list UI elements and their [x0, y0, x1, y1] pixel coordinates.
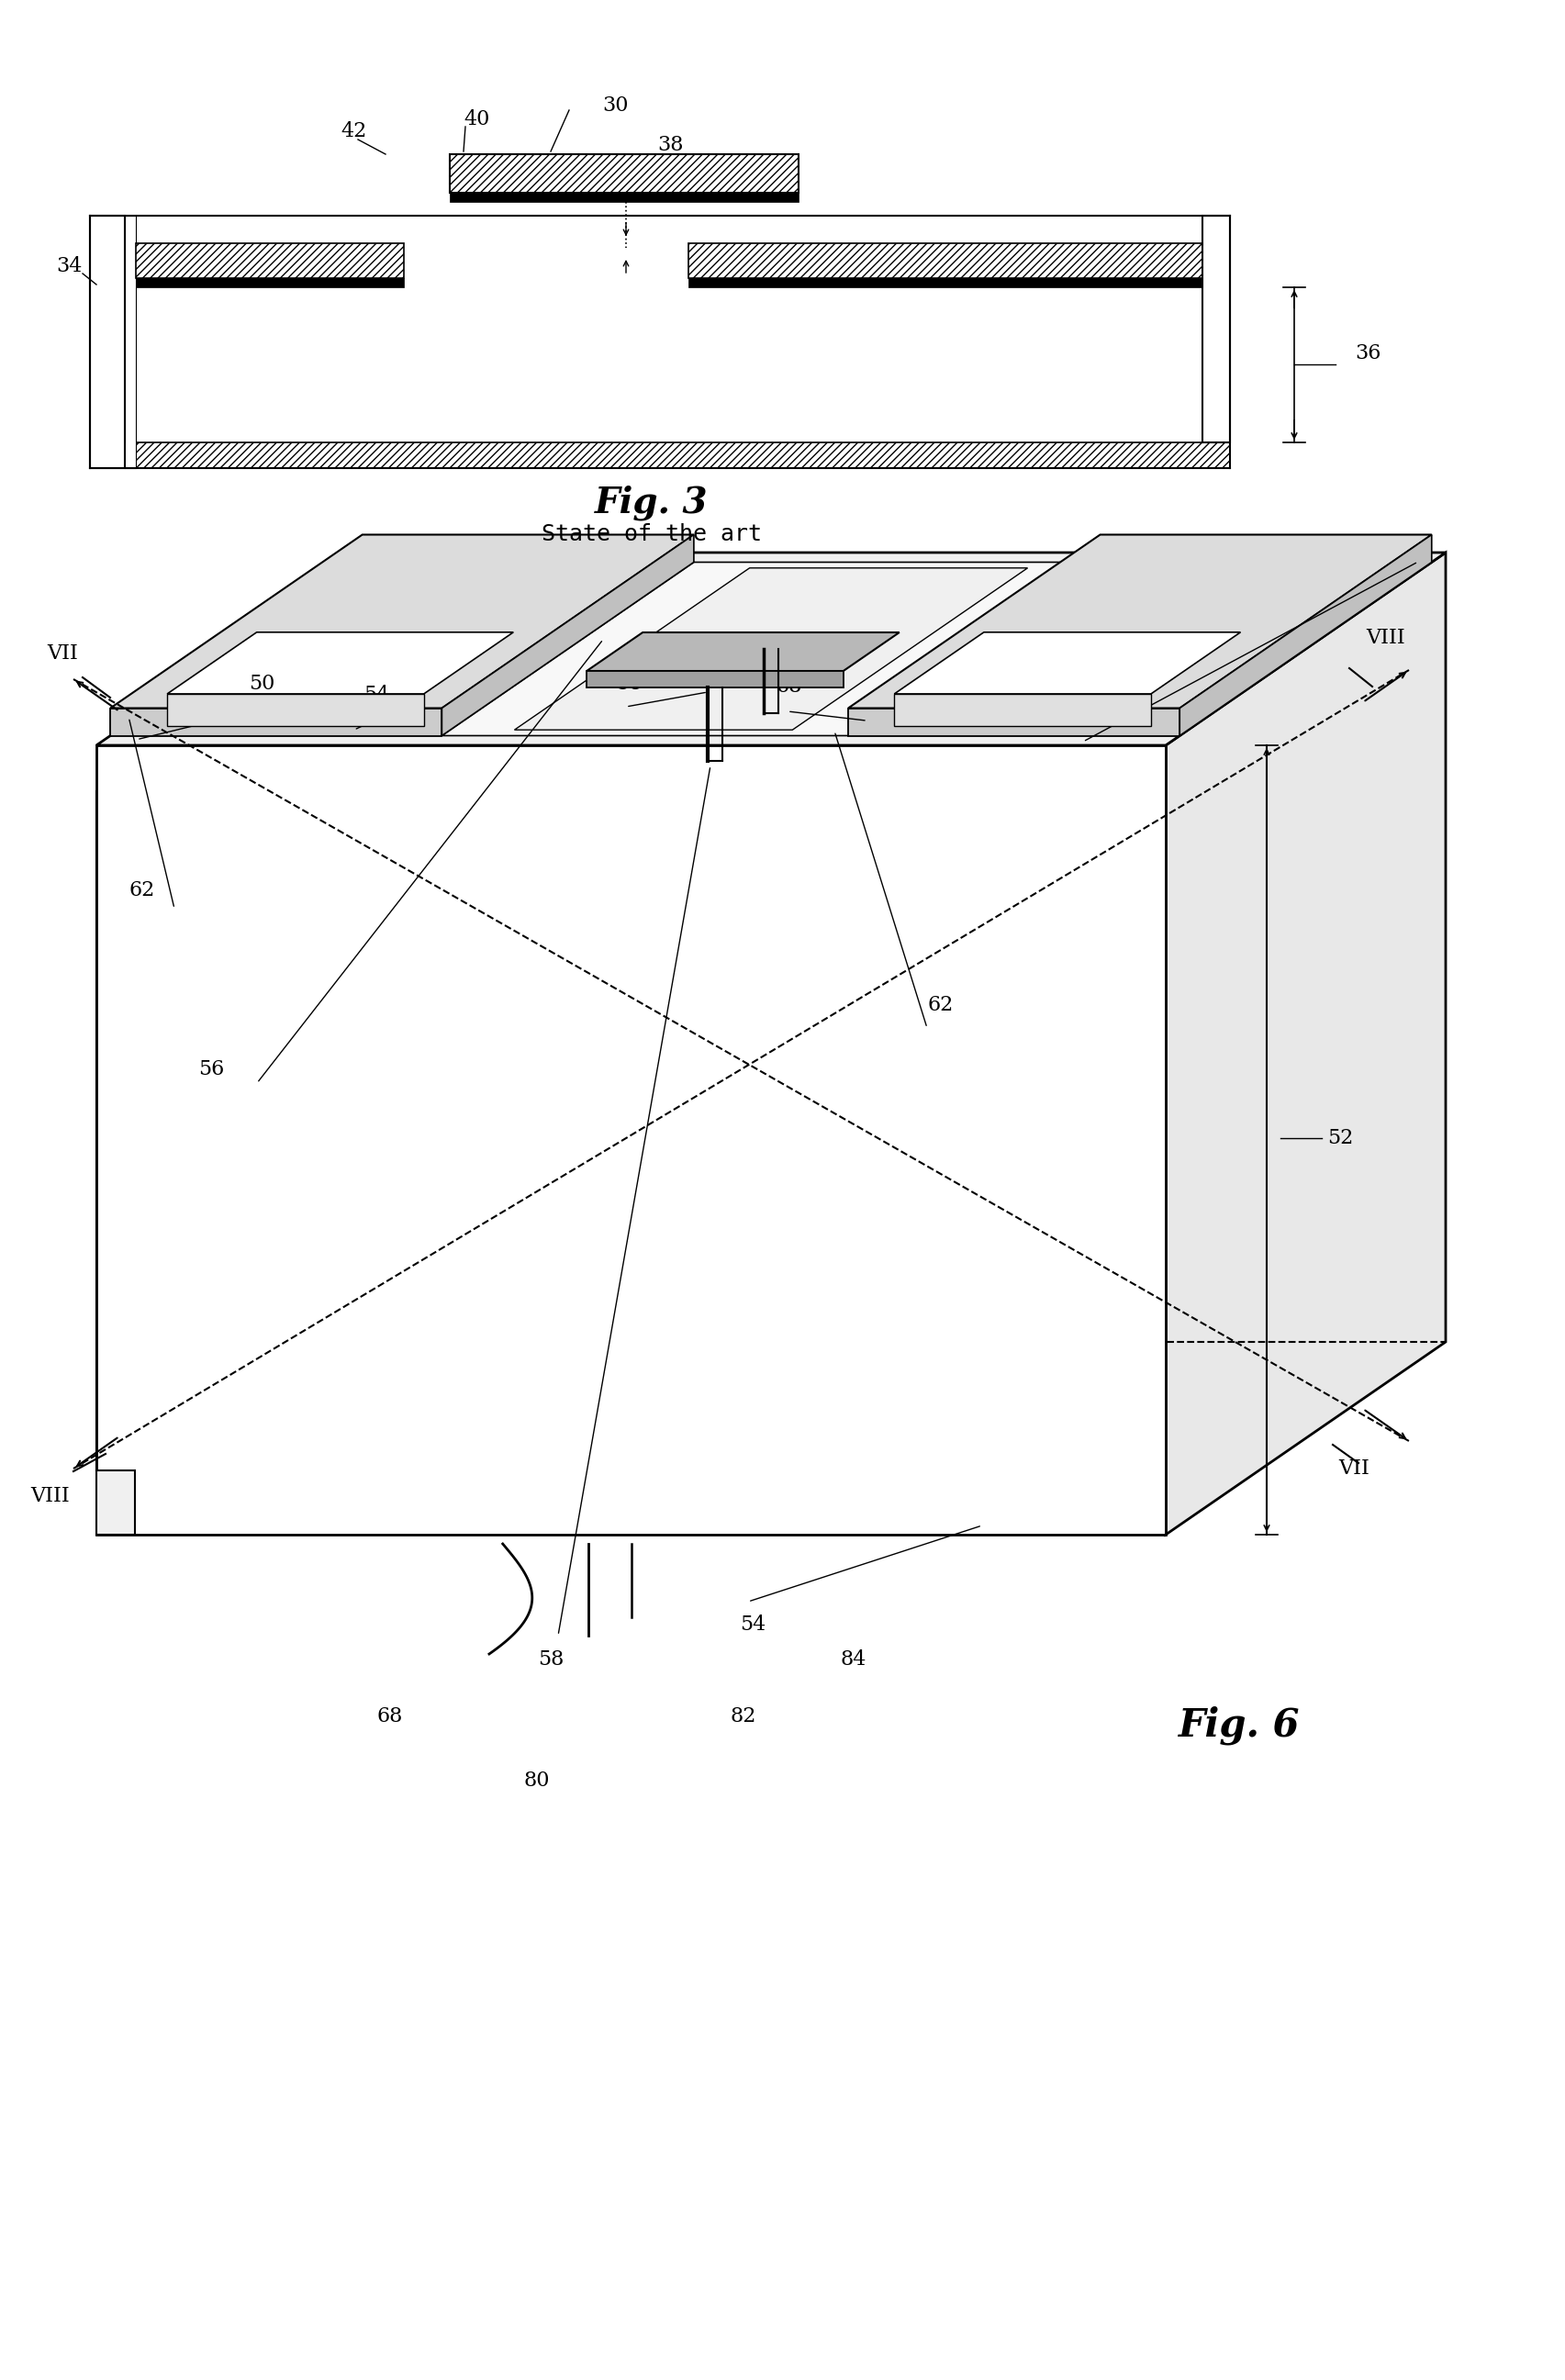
Polygon shape	[97, 1471, 135, 1535]
Polygon shape	[587, 671, 844, 688]
Text: State of the art: State of the art	[541, 524, 762, 545]
Polygon shape	[97, 745, 1166, 1535]
Text: 34: 34	[56, 257, 81, 276]
Text: 56: 56	[199, 1059, 224, 1081]
Text: 52: 52	[1327, 1128, 1354, 1147]
Bar	[116, 443, 1230, 469]
Text: 36: 36	[1355, 343, 1380, 364]
Polygon shape	[1166, 552, 1446, 1535]
Text: 50: 50	[249, 674, 274, 695]
Polygon shape	[441, 536, 693, 735]
Text: 68: 68	[377, 1706, 404, 1725]
Bar	[136, 278, 404, 288]
Text: VIII: VIII	[1366, 628, 1405, 647]
Polygon shape	[441, 562, 1100, 735]
Polygon shape	[848, 536, 1432, 709]
Text: 62: 62	[130, 881, 155, 900]
Bar	[449, 193, 798, 202]
Bar	[689, 278, 1202, 288]
Polygon shape	[848, 709, 1180, 735]
Text: 30: 30	[603, 95, 628, 117]
Bar	[449, 155, 798, 193]
Polygon shape	[515, 569, 1028, 731]
Polygon shape	[167, 695, 424, 726]
Text: 40: 40	[465, 109, 490, 129]
Text: Fig. 3: Fig. 3	[595, 486, 709, 521]
Text: 68: 68	[776, 676, 803, 697]
Bar	[89, 217, 125, 469]
Bar	[136, 243, 404, 278]
Text: VII: VII	[1338, 1459, 1369, 1478]
Text: 80: 80	[524, 1771, 549, 1790]
Text: 62: 62	[928, 995, 953, 1016]
Text: 58: 58	[615, 674, 642, 695]
Text: 54: 54	[363, 685, 390, 704]
Bar	[125, 217, 136, 469]
Text: Fig. 6: Fig. 6	[1178, 1706, 1301, 1745]
Text: 42: 42	[341, 121, 366, 140]
Text: 60: 60	[1075, 707, 1100, 726]
Polygon shape	[894, 695, 1150, 726]
Text: 38: 38	[657, 136, 684, 155]
Polygon shape	[167, 633, 513, 695]
Text: 84: 84	[840, 1649, 867, 1671]
Bar	[689, 243, 1202, 278]
Text: 58: 58	[538, 1649, 563, 1671]
Polygon shape	[1180, 536, 1432, 735]
Text: VII: VII	[47, 643, 78, 664]
Polygon shape	[587, 633, 900, 671]
Text: 82: 82	[731, 1706, 756, 1725]
Text: VIII: VIII	[31, 1485, 70, 1507]
Polygon shape	[111, 536, 693, 709]
Polygon shape	[111, 709, 441, 735]
Polygon shape	[894, 633, 1241, 695]
Polygon shape	[97, 552, 1446, 745]
Text: 54: 54	[740, 1614, 765, 1635]
Bar	[1202, 217, 1230, 443]
